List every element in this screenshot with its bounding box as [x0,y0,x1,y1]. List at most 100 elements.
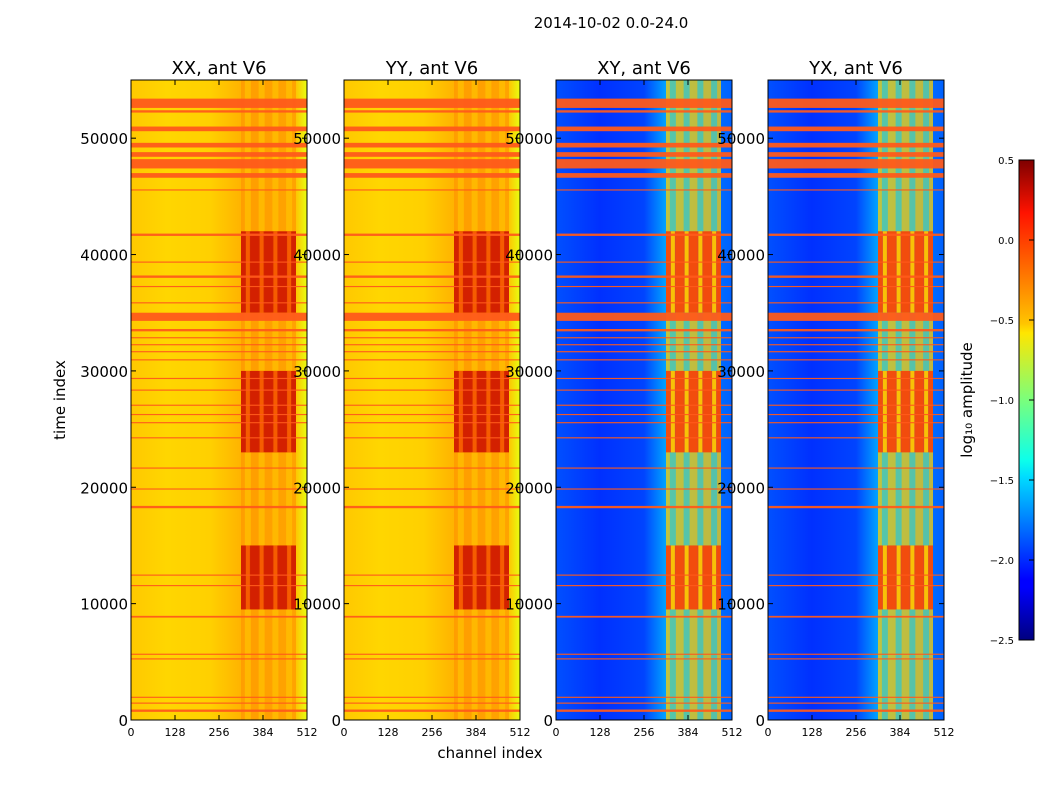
flagged-row [556,389,732,391]
x-tick-label: 128 [590,726,611,739]
flagged-row [131,98,307,108]
flagged-row [131,302,307,304]
x-tick-label: 0 [553,726,560,739]
y-tick-label: 0 [118,712,128,730]
flagged-row [768,413,944,416]
rfi-band-gap [500,370,505,453]
flagged-row [344,337,520,339]
flagged-row [768,615,944,618]
rfi-band-gap [896,545,901,610]
y-tick-label: 20000 [293,479,341,497]
x-tick-label: 256 [209,726,230,739]
y-tick-label: 30000 [293,363,341,381]
flagged-row [344,142,520,148]
flagged-row [768,173,944,178]
flagged-row [131,404,307,406]
rfi-time-band [241,545,296,610]
flagged-row [131,413,307,416]
flagged-row [556,585,732,587]
x-tick-label: 0 [128,726,135,739]
rfi-band-gap [458,370,463,453]
rfi-band-gap [882,545,887,610]
flagged-row [131,337,307,339]
flagged-row [768,702,944,704]
flagged-row [344,653,520,655]
flagged-row [131,142,307,148]
flagged-row [131,702,307,704]
flagged-row [131,285,307,288]
x-axis-label: channel index [437,744,542,762]
flagged-row [768,359,944,361]
colorbar-tick-label: 0.5 [998,156,1014,167]
colorbar-tick-label: −0.5 [990,316,1014,327]
flagged-row [344,422,520,424]
rfi-band-gap [896,231,901,313]
rfi-band-gap [670,370,675,453]
colorbar-tick-label: −2.5 [990,636,1014,647]
panel-title: YX, ant V6 [808,58,903,79]
rfi-band-gap [259,370,264,453]
colorbar-tick-label: −1.0 [990,396,1014,407]
rfi-band-gap [670,231,675,313]
flagged-row [131,658,307,660]
flagged-row [768,152,944,157]
flagged-row [131,329,307,332]
flagged-row [556,422,732,424]
x-tick-label: 256 [846,726,867,739]
flagged-row [556,658,732,660]
rfi-band-gap [698,545,703,610]
y-tick-label: 30000 [505,363,553,381]
flagged-row [344,658,520,660]
flagged-row [556,344,732,346]
rfi-band-gap [287,231,292,313]
flagged-row [344,615,520,618]
rfi-band-gap [486,370,491,453]
y-tick-label: 30000 [80,363,128,381]
flagged-row [556,312,732,321]
rfi-band-gap [910,370,915,453]
panel-title: XY, ant V6 [597,58,691,79]
flagged-row [768,159,944,169]
x-tick-label: 384 [890,726,911,739]
flagged-row [131,275,307,278]
y-tick-label: 50000 [717,130,765,148]
x-tick-label: 0 [341,726,348,739]
y-tick-label: 20000 [80,479,128,497]
flagged-row [556,302,732,304]
flagged-row [768,351,944,353]
y-tick-label: 50000 [293,130,341,148]
flagged-row [131,159,307,169]
y-tick-label: 10000 [293,596,341,614]
flagged-row [131,351,307,353]
flagged-row [768,467,944,469]
x-tick-label: 384 [253,726,274,739]
flagged-row [344,312,520,321]
panel-title: YY, ant V6 [385,58,478,79]
rfi-band-gap [882,370,887,453]
y-tick-label: 10000 [717,596,765,614]
flagged-row [344,389,520,391]
flagged-row [556,152,732,157]
rfi-time-band [878,370,933,453]
flagged-row [344,285,520,288]
flagged-row [131,152,307,157]
rfi-band-gap [712,231,717,313]
y-tick-label: 0 [543,712,553,730]
flagged-row [768,142,944,148]
y-tick-label: 0 [331,712,341,730]
flagged-row [556,173,732,178]
flagged-row [344,110,520,113]
flagged-row [768,653,944,655]
flagged-row [344,377,520,380]
figure-title: 2014-10-02 0.0-24.0 [534,14,689,32]
colorbar-tick-label: −2.0 [990,556,1014,567]
rfi-time-band [241,231,296,313]
rfi-band-gap [458,231,463,313]
flagged-row [768,574,944,576]
flagged-row [131,437,307,439]
rfi-time-band [454,370,509,453]
flagged-row [344,344,520,346]
flagged-row [344,709,520,712]
flagged-row [556,702,732,704]
rfi-time-band [666,545,721,610]
